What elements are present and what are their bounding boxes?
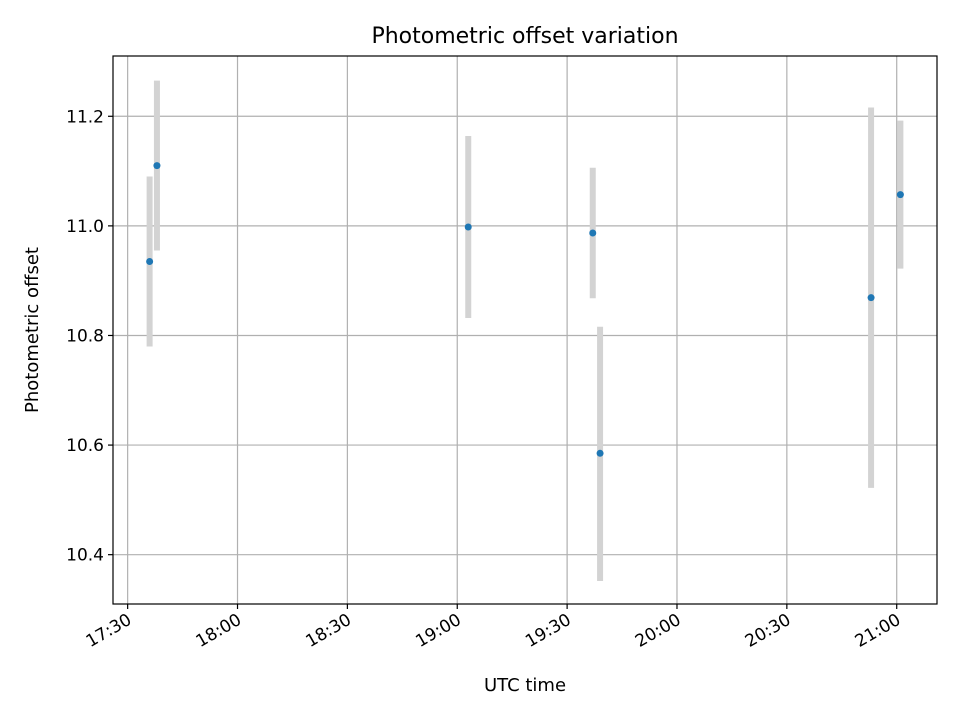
- error-bars: [146, 80, 904, 581]
- x-tick-label: 20:30: [742, 610, 794, 652]
- data-point: [464, 223, 472, 231]
- x-tick-label: 17:30: [83, 610, 135, 652]
- data-point: [146, 258, 154, 265]
- x-axis-label: UTC time: [484, 675, 566, 696]
- chart-title: Photometric offset variation: [371, 24, 678, 49]
- y-tick-label: 11.0: [66, 217, 104, 237]
- x-tick-label: 21:00: [852, 610, 904, 652]
- data-point: [589, 229, 597, 237]
- x-tick-label: 18:30: [302, 610, 354, 652]
- y-tick-label: 10.4: [66, 546, 104, 566]
- y-axis-ticks: 10.4 10.6 10.8 11.0 11.2: [66, 107, 113, 566]
- x-tick-label: 19:00: [412, 610, 464, 652]
- y-tick-label: 10.6: [66, 436, 104, 456]
- y-tick-label: 11.2: [66, 107, 104, 127]
- data-point: [596, 449, 604, 457]
- data-point: [153, 162, 161, 170]
- x-tick-label: 18:00: [193, 610, 245, 652]
- y-axis-label: Photometric offset: [22, 247, 43, 413]
- data-point: [867, 294, 875, 302]
- grid: [113, 56, 937, 604]
- plot-frame: [112, 55, 938, 605]
- data-point: [896, 191, 904, 199]
- data-markers: [146, 162, 904, 457]
- x-tick-label: 19:30: [522, 610, 574, 652]
- x-tick-label: 20:00: [632, 610, 684, 652]
- x-axis-ticks: 17:30 18:00 18:30 19:00 19:30 20:00 20:30 21:00: [83, 604, 904, 652]
- y-tick-label: 10.8: [66, 326, 104, 346]
